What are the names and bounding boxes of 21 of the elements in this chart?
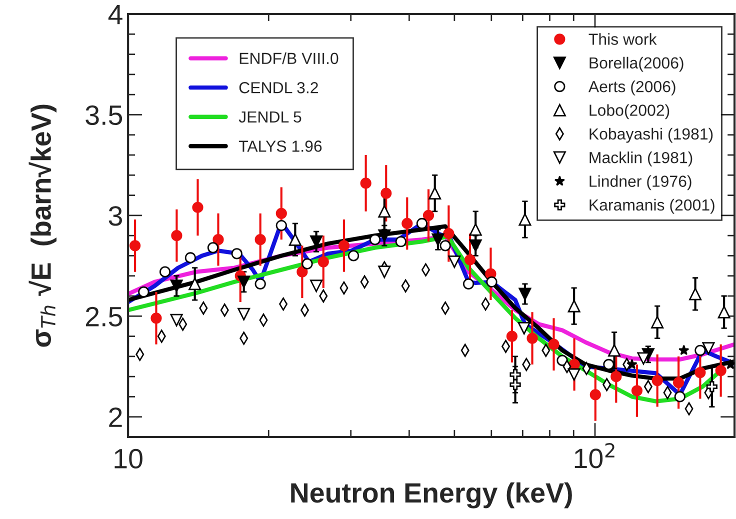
legend-label: Lobo(2002): [590, 104, 670, 120]
legend-label: Lindner (1976): [590, 175, 692, 190]
legend-label: Borella(2006): [590, 56, 684, 72]
x-tick-label: 10$^{2}$: [574, 442, 614, 468]
legend-label: JENDL 5: [238, 111, 302, 123]
y-tick-label: 4: [108, 4, 122, 24]
y-tick-label: 2.5: [86, 306, 122, 326]
legend-label: ENDF/B VIII.0: [240, 52, 338, 64]
x-tick-label: 10: [114, 448, 142, 469]
y-tick-label: 3: [108, 206, 122, 226]
y-tick-label: 2: [109, 408, 122, 427]
legend-label: TALYS 1.96: [238, 140, 322, 152]
legend-label: Kobayashi (1981): [590, 128, 713, 143]
y-axis-title: σ$_{Th}$ √E (barn√keV): [28, 104, 56, 347]
legend-label: CENDL 3.2: [239, 82, 318, 94]
legend-label: Macklin (1981): [590, 152, 692, 166]
x-axis-title: Neutron Energy (keV): [291, 482, 572, 508]
legend-label: Aerts (2006): [588, 80, 676, 96]
y-tick-label: 3.5: [86, 105, 122, 126]
legend-label: Karamanis (2001): [590, 198, 714, 214]
legend-label: This work: [588, 33, 657, 45]
